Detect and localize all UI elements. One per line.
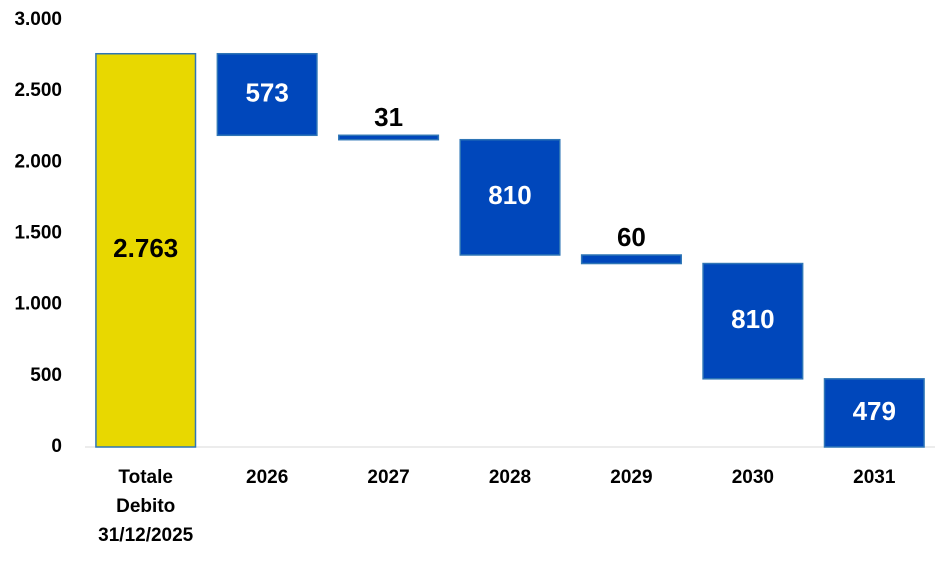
bar — [459, 138, 561, 256]
y-tick-label: 1.000 — [14, 294, 62, 315]
bar — [823, 378, 925, 448]
y-tick-label: 3.000 — [14, 9, 62, 30]
y-tick-label: 2.000 — [14, 151, 62, 172]
y-tick-label: 500 — [30, 365, 62, 386]
value-label: 479 — [853, 396, 896, 426]
bar — [95, 52, 197, 448]
x-tick-label: 2028 — [488, 467, 532, 488]
y-tick-label: 2.500 — [14, 80, 62, 101]
value-label: 2.763 — [113, 233, 178, 263]
x-tick-label: 2026 — [246, 467, 289, 488]
bar — [580, 254, 682, 265]
x-tick-label: 2027 — [367, 467, 410, 488]
bar — [338, 134, 440, 141]
x-tick-label: 2030 — [731, 467, 774, 488]
y-tick-label: 1.500 — [14, 223, 62, 244]
value-label: 810 — [488, 180, 531, 210]
x-tick-label: Totale Debito 31/12/2025 — [98, 467, 194, 546]
x-tick-label: 2031 — [853, 467, 896, 488]
bar — [216, 52, 318, 137]
value-label: 60 — [617, 222, 646, 252]
value-label: 573 — [245, 77, 288, 107]
y-tick-label: 0 — [51, 436, 62, 457]
bar — [702, 262, 804, 380]
value-label: 810 — [731, 304, 774, 334]
x-tick-label: 2029 — [610, 467, 653, 488]
value-label: 31 — [374, 102, 403, 132]
